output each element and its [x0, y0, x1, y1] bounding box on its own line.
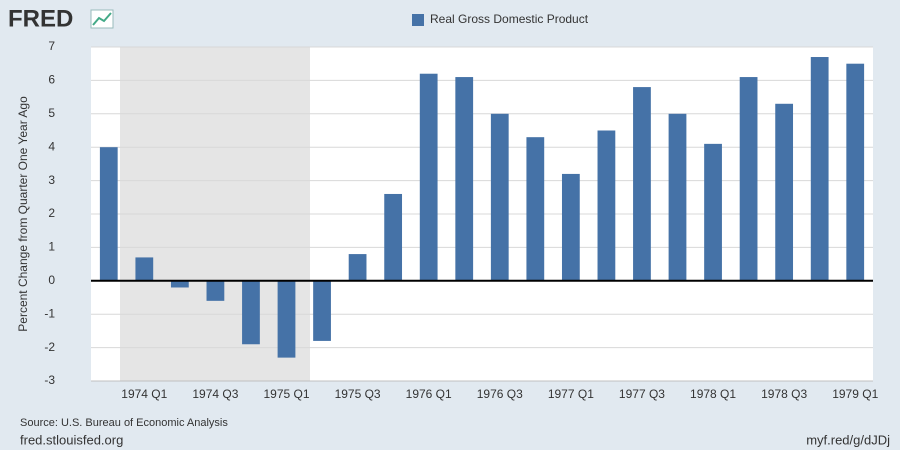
bar [313, 280, 331, 341]
bar [242, 280, 260, 345]
bar [99, 147, 118, 281]
bar [419, 73, 438, 281]
bar [490, 113, 509, 281]
site: fred.stlouisfed.org [20, 432, 123, 447]
bar [348, 254, 367, 281]
y-tick-label: 2 [48, 206, 55, 220]
bar [704, 143, 722, 281]
bar [810, 57, 829, 281]
y-tick-label: -1 [44, 306, 55, 320]
y-tick-label: 6 [48, 73, 55, 87]
x-tick-label: 1978 Q1 [690, 387, 736, 401]
bar [561, 173, 580, 281]
x-tick-label: 1976 Q1 [406, 387, 452, 401]
x-tick-label: 1975 Q3 [335, 387, 381, 401]
bar [633, 87, 651, 281]
y-tick-label: 5 [48, 106, 55, 120]
y-tick-label: 7 [48, 39, 55, 53]
y-tick-label: 0 [48, 273, 55, 287]
bar [775, 103, 794, 281]
bar [277, 280, 296, 358]
x-tick-label: 1977 Q3 [619, 387, 665, 401]
x-tick-label: 1974 Q1 [121, 387, 167, 401]
bar [135, 257, 154, 281]
y-tick-label: 1 [48, 240, 55, 254]
y-tick-label: -2 [44, 340, 55, 354]
y-axis-label: Percent Change from Quarter One Year Ago [16, 96, 30, 332]
x-tick-label: 1978 Q3 [761, 387, 807, 401]
bar [597, 130, 616, 281]
bar [846, 63, 865, 281]
x-tick-label: 1974 Q3 [192, 387, 238, 401]
short-url: myf.red/g/dJDj [806, 432, 890, 447]
y-tick-label: 3 [48, 173, 55, 187]
y-tick-label: -3 [44, 373, 55, 387]
x-tick-label: 1976 Q3 [477, 387, 523, 401]
logo: FRED [8, 5, 73, 32]
source: Source: U.S. Bureau of Economic Analysis [20, 417, 228, 429]
x-tick-label: 1975 Q1 [263, 387, 309, 401]
bar [455, 77, 474, 281]
logo-icon [90, 9, 114, 29]
x-tick-label: 1979 Q1 [832, 387, 878, 401]
legend-swatch [412, 14, 424, 26]
legend-label: Real Gross Domestic Product [430, 12, 589, 26]
bar [739, 77, 758, 281]
bar [384, 193, 403, 281]
bar [170, 280, 189, 288]
x-tick-label: 1977 Q1 [548, 387, 594, 401]
bar [206, 280, 225, 301]
y-tick-label: 4 [48, 139, 55, 153]
bar [526, 137, 545, 281]
bar [668, 113, 687, 281]
